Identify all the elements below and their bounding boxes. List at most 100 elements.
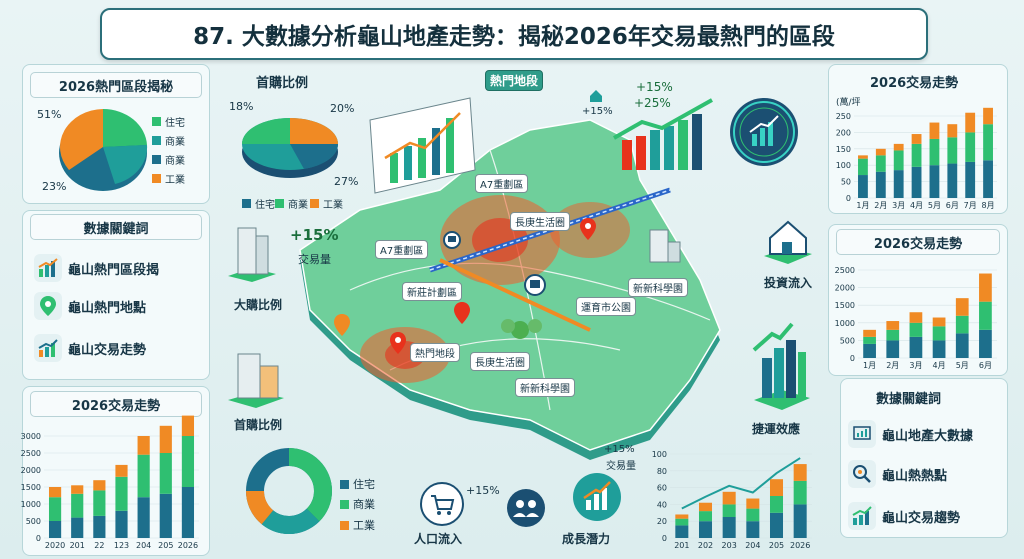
keyword-right-1: 龜山地產大數據 [848, 420, 973, 448]
bar-segment [698, 511, 713, 522]
legend-item-commercial-2: 商業 [152, 152, 185, 167]
keyword-item-2: 龜山熱門地點 [34, 292, 146, 320]
bar-segment [769, 479, 784, 496]
map-label-a7-2: A7重劃區 [375, 240, 429, 259]
bar-segment [886, 340, 900, 358]
y-tick-label: 2000 [21, 466, 41, 475]
keyword-item-1: 龜山熱門區段揭 [34, 254, 159, 282]
bar-segment [886, 329, 900, 341]
growth-label-3: +15% [582, 106, 613, 117]
map-pin-icon-4 [334, 314, 350, 336]
keyword-right-2: 龜山熱熱點 [848, 460, 947, 488]
bar-segment [722, 504, 736, 517]
office-building-icon [228, 227, 276, 282]
x-tick-label: 2020 [45, 541, 65, 550]
growth-bars-3d [613, 98, 713, 170]
shopping-cart-icon[interactable] [420, 482, 464, 526]
y-tick-label: 250 [836, 112, 851, 121]
bar-segment [947, 124, 958, 138]
y-tick-label: 0 [850, 354, 855, 363]
people-icon[interactable] [506, 488, 546, 528]
keyword-item-3: 龜山交易走勢 [34, 334, 146, 362]
y-tick-label: 50 [841, 178, 851, 187]
building-icon [649, 229, 681, 263]
bar-segment [909, 336, 923, 358]
house-icon[interactable] [760, 210, 816, 266]
x-tick-label: 205 [158, 541, 173, 550]
y-tick-label: 100 [652, 450, 667, 459]
trend-chart-left: 3000 2500 2000 1500 1000 500 0 2020 201 22 123 204 2… [21, 415, 199, 550]
transit-station-icon-2 [443, 231, 461, 249]
bar-segment [911, 134, 922, 144]
bar-segment [181, 415, 195, 436]
bar-segment [965, 132, 976, 162]
bottom-growth: +15% [466, 484, 500, 497]
growth-label-1: +15% [636, 80, 673, 94]
bar-segment [863, 343, 876, 358]
x-tick-label: 201 [70, 541, 85, 550]
x-tick-label: 5月 [956, 361, 969, 370]
growth-label-2: +25% [634, 96, 671, 110]
bar-segment [115, 476, 128, 511]
y-tick-label: 2500 [21, 449, 41, 458]
bar-segment [875, 171, 886, 198]
bar-segment [955, 298, 969, 316]
bar-segment [722, 517, 736, 538]
bar-segment [911, 166, 922, 198]
bar-segment [858, 155, 868, 159]
donut-chart [246, 448, 332, 534]
trend-title-right: 2026交易走勢 [870, 76, 959, 91]
bar-segment [159, 453, 172, 494]
x-tick-label: 2026 [790, 541, 810, 550]
y-tick-label: 80 [657, 467, 667, 476]
bar-segment [947, 137, 958, 164]
map-label-science-2: 新新科學園 [515, 378, 575, 397]
data-hand-icon [848, 420, 876, 448]
bar-segment [115, 510, 128, 538]
growth-potential-icon[interactable] [572, 472, 622, 522]
map-label-changgung-1: 長庚生活圈 [510, 212, 570, 231]
bar-segment [793, 504, 807, 538]
bar-segment [137, 497, 150, 538]
bar-segment [746, 498, 760, 509]
bar-segment [181, 487, 195, 538]
bottom-volume: 交易量 [606, 461, 636, 472]
trend-header-right-mid: 2026交易走勢 [836, 229, 1000, 255]
x-tick-label: 123 [114, 541, 129, 550]
bar-segment [746, 521, 760, 538]
bar-segment [983, 124, 993, 161]
y-tick-label: 0 [36, 534, 41, 543]
bar-segment [875, 155, 886, 172]
bar-segment [863, 336, 876, 344]
map-pin-icon [580, 218, 596, 240]
hot-sections-badge: 熱門地段 [485, 70, 544, 91]
donut-legend-3: 工業 [340, 517, 375, 533]
bar-segment [698, 502, 713, 512]
x-tick-label: 2026 [178, 541, 198, 550]
x-tick-label: 1月 [856, 201, 869, 210]
map-pin-icon-2 [390, 332, 406, 354]
first-buy-pie [242, 118, 339, 178]
x-tick-label: 202 [698, 541, 713, 550]
pie-pct-top: 51% [37, 108, 62, 121]
analytics-orb-icon [730, 98, 798, 166]
pie-slice-orange [60, 109, 103, 170]
trend-chart-right-top: 250 200 150 100 50 0 1月 2月 3月 4月 5月 6月 7月 8月 [836, 107, 997, 210]
bar-segment [48, 487, 62, 498]
y-tick-label: 1500 [21, 483, 41, 492]
y-tick-label: 100 [836, 161, 851, 170]
trend-unit-right: (萬/坪 [836, 98, 861, 108]
x-tick-label: 22 [94, 541, 104, 550]
bar-segment [93, 480, 106, 491]
y-tick-label: 2000 [835, 284, 855, 293]
map-label-changgung-2: 長庚生活圈 [470, 352, 530, 371]
keywords-header-right: 數據關鍵詞 [876, 392, 942, 407]
population-label: 人口流入 [414, 532, 463, 546]
bar-segment [932, 317, 946, 327]
keywords-header-left: 數據關鍵詞 [30, 214, 202, 240]
bar-segment [793, 464, 807, 481]
bar-segment [71, 517, 84, 538]
x-tick-label: 8月 [982, 201, 995, 210]
bar-segment [955, 333, 969, 358]
bar-segment [929, 138, 940, 166]
